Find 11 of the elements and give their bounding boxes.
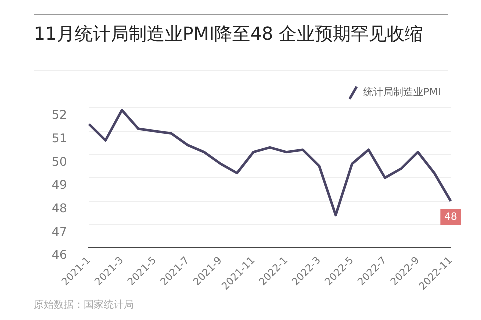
data-label: 48 [444, 212, 458, 223]
legend-label: 统计局制造业PMI [363, 86, 441, 99]
text: 原始数据：国家统计局 [34, 298, 134, 312]
y-tick-label: 48 [52, 201, 68, 216]
y-tick-label: 47 [52, 224, 68, 239]
chart-title: 11月统计局制造业PMI降至48 企业预期罕见收缩 [34, 23, 424, 46]
y-tick-label: 49 [52, 178, 68, 192]
y-tick-label: 52 [52, 108, 68, 122]
y-tick-label: 50 [52, 154, 68, 169]
y-tick-label: 46 [52, 248, 68, 262]
y-tick-label: 51 [52, 131, 68, 146]
